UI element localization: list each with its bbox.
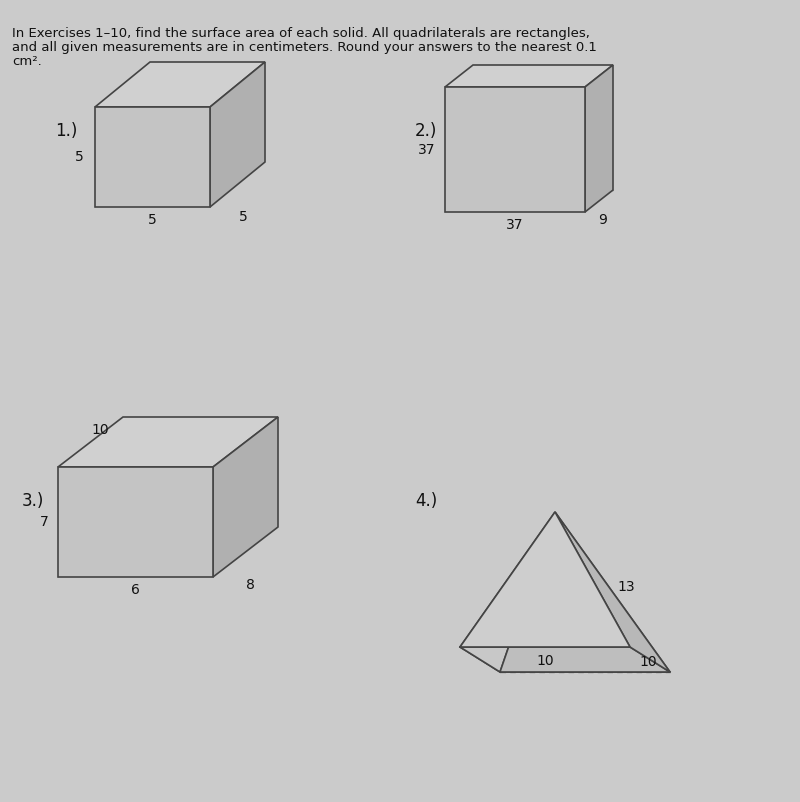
Text: 13: 13 — [618, 580, 635, 594]
Text: 37: 37 — [506, 218, 524, 232]
Polygon shape — [58, 467, 213, 577]
Text: 5: 5 — [239, 210, 248, 224]
Text: 3.): 3.) — [22, 492, 44, 510]
Polygon shape — [445, 65, 613, 87]
Polygon shape — [460, 512, 555, 672]
Text: 10: 10 — [639, 654, 657, 669]
Text: 8: 8 — [246, 578, 255, 592]
Text: In Exercises 1–10, find the surface area of each solid. All quadrilaterals are r: In Exercises 1–10, find the surface area… — [12, 27, 590, 40]
Polygon shape — [585, 65, 613, 212]
Polygon shape — [460, 647, 670, 672]
Text: 4.): 4.) — [415, 492, 438, 510]
Text: 6: 6 — [131, 583, 140, 597]
Text: 5: 5 — [74, 150, 83, 164]
Text: 2.): 2.) — [415, 122, 438, 140]
Polygon shape — [500, 512, 670, 672]
Polygon shape — [460, 512, 630, 647]
Polygon shape — [210, 62, 265, 207]
Text: 10: 10 — [92, 423, 110, 437]
Text: 12: 12 — [561, 573, 579, 588]
Text: 9: 9 — [598, 213, 607, 227]
Text: 1.): 1.) — [55, 122, 78, 140]
Text: 37: 37 — [418, 143, 436, 156]
Polygon shape — [213, 417, 278, 577]
Polygon shape — [445, 87, 585, 212]
Text: 7: 7 — [40, 515, 48, 529]
Text: 5: 5 — [148, 213, 157, 227]
Polygon shape — [95, 107, 210, 207]
Polygon shape — [95, 62, 265, 107]
Text: 10: 10 — [536, 654, 554, 668]
Polygon shape — [58, 417, 278, 467]
Polygon shape — [555, 512, 670, 672]
Text: and all given measurements are in centimeters. Round your answers to the nearest: and all given measurements are in centim… — [12, 41, 597, 54]
Text: cm².: cm². — [12, 55, 42, 68]
